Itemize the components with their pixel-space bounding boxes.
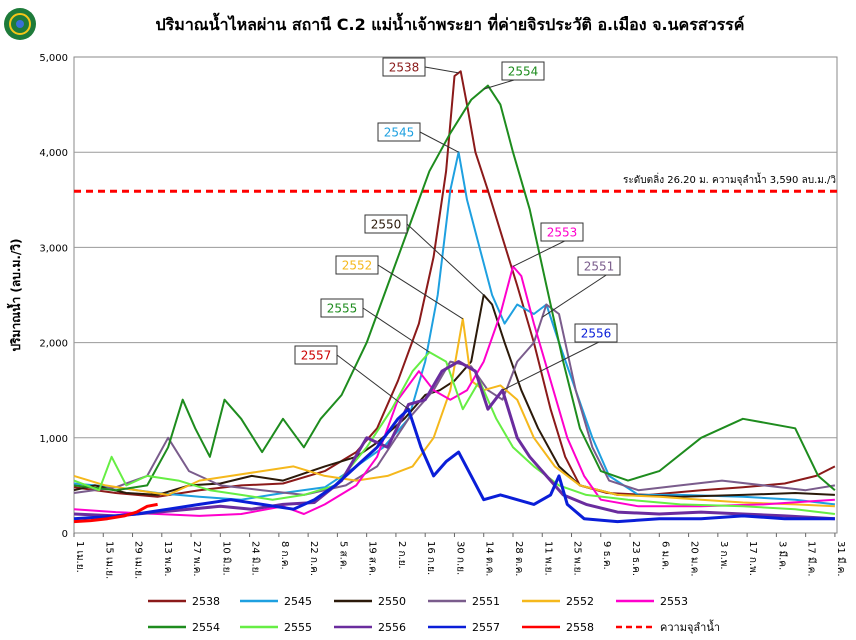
callout-leader-2545 (419, 131, 459, 153)
callout-label-2550: 2550 (371, 218, 402, 232)
callout-label-2553: 2553 (547, 226, 578, 240)
callout-leader-2556 (502, 332, 618, 391)
series-line-2553 (73, 265, 835, 517)
x-tick-label: 24 มิ.ย. (250, 541, 261, 576)
legend-label: 2550 (378, 595, 406, 608)
series-line-2554 (73, 84, 836, 492)
capacity-label: ระดับตลิ่ง 26.20 ม. ความจุลำน้ำ 3,590 ลบ… (623, 172, 836, 186)
x-tick-label: 10 มิ.ย. (220, 541, 231, 576)
x-tick-label: 29 เม.ย. (133, 541, 144, 579)
x-tick-label: 2 ก.ย. (396, 541, 407, 569)
x-tick-label: 6 ม.ค. (659, 541, 670, 570)
callout-leader-2538 (424, 66, 459, 74)
y-tick-label: 3,000 (39, 243, 68, 254)
series-line-2555 (73, 351, 836, 515)
x-tick-label: 1 เม.ย. (74, 541, 85, 573)
legend-label: 2553 (660, 595, 688, 608)
callout-leader-2555 (362, 307, 430, 353)
y-tick-label: 1,000 (39, 434, 68, 445)
callout-label-2555: 2555 (327, 302, 358, 316)
plot-area (73, 56, 838, 534)
callouts: 2538 2554 2545 2550 2553 2552 2551 2555 2556 2557 (294, 57, 621, 410)
callout-label-2556: 2556 (581, 327, 612, 341)
series-line-2557 (73, 407, 835, 524)
legend-label: 2545 (284, 595, 312, 608)
series-line-2558 (73, 502, 158, 524)
callout-box-2538 (382, 57, 426, 77)
legend-label: 2552 (566, 595, 594, 608)
y-tick-label: 5,000 (39, 53, 68, 64)
callout-box-2555 (320, 298, 364, 318)
y-tick-label: 2,000 (39, 339, 68, 350)
legend: 2538 2545 2550 2551 2552 2553 2554 2555 2556 2557… (148, 595, 720, 634)
series-line-2552 (73, 317, 835, 508)
x-tick-label: 30 ก.ย. (454, 541, 465, 575)
x-tick-label: 9 ธ.ค. (601, 541, 612, 570)
x-tick-label: 31 มี.ค. (835, 541, 847, 577)
x-tick-label: 27 พ.ค. (191, 541, 202, 577)
callout-label-2557: 2557 (301, 349, 332, 363)
y-axis-ticks: 0 1,000 2,000 3,000 4,000 5,000 (39, 53, 68, 540)
x-tick-label: 19 ส.ค. (367, 541, 378, 576)
callout-leader-2550 (406, 223, 485, 296)
y-tick-label: 4,000 (39, 148, 68, 159)
x-tick-label: 23 ธ.ค. (630, 541, 641, 576)
callout-label-2551: 2551 (584, 260, 615, 274)
y-tick-label: 0 (62, 529, 68, 540)
legend-label: 2555 (284, 621, 312, 634)
callout-box-2556 (574, 323, 618, 343)
x-tick-label: 15 เม.ย. (103, 541, 114, 579)
callout-label-2552: 2552 (342, 259, 373, 273)
x-axis-ticks: 1 เม.ย. 15 เม.ย. 29 เม.ย. 13 พ.ค. 27 พ.ค. 10 … (73, 533, 847, 579)
x-tick-label: 3 ก.พ. (718, 541, 729, 570)
x-tick-label: 13 พ.ค. (162, 541, 173, 577)
callout-leader-2557 (336, 354, 409, 410)
legend-label: 2554 (192, 621, 220, 634)
callout-box-2552 (335, 255, 379, 275)
x-tick-label: 17 มี.ค. (806, 541, 818, 577)
series-lines (73, 70, 836, 524)
series-line-2545 (73, 151, 836, 506)
legend-label: 2538 (192, 595, 220, 608)
department-logo (4, 8, 36, 40)
callout-box-2550 (364, 214, 408, 234)
x-tick-label: 11 พ.ย. (542, 541, 553, 576)
x-tick-label: 5 ส.ค. (337, 541, 348, 570)
callout-label-2554: 2554 (508, 65, 539, 79)
x-tick-label: 20 ม.ค. (689, 541, 700, 577)
logo-center (16, 20, 24, 28)
series-line-2551 (73, 303, 836, 496)
x-tick-label: 28 ต.ค. (513, 541, 524, 576)
callout-box-2545 (377, 122, 421, 142)
x-tick-label: 3 มี.ค. (776, 541, 788, 570)
callout-leader-2552 (377, 264, 464, 320)
x-tick-label: 17 ก.พ. (747, 541, 758, 576)
callout-box-2551 (577, 256, 621, 276)
x-tick-label: 8 ก.ค. (279, 541, 290, 570)
callout-box-2557 (294, 345, 338, 365)
logo-inner-ring (9, 13, 31, 35)
callout-label-2545: 2545 (384, 126, 415, 140)
legend-label: 2556 (378, 621, 406, 634)
callout-box-2554 (501, 61, 545, 81)
y-axis-label: ปริมาณน้ำ (ลบ.ม./วิ) (6, 238, 23, 351)
legend-label: 2557 (472, 621, 500, 634)
legend-label: ความจุลำน้ำ (660, 619, 720, 634)
x-tick-label: 14 ต.ค. (484, 541, 495, 576)
legend-label: 2558 (566, 621, 594, 634)
x-tick-label: 25 พ.ย. (572, 541, 583, 576)
chart-title: ปริมาณน้ำไหลผ่าน สถานี C.2 แม่น้ำเจ้าพระ… (156, 12, 745, 34)
legend-label: 2551 (472, 595, 500, 608)
series-line-2556 (73, 360, 835, 521)
callout-box-2553 (540, 222, 584, 242)
callout-label-2538: 2538 (389, 61, 420, 75)
x-tick-label: 16 ก.ย. (425, 541, 436, 575)
x-tick-label: 22 ก.ค. (308, 541, 319, 576)
